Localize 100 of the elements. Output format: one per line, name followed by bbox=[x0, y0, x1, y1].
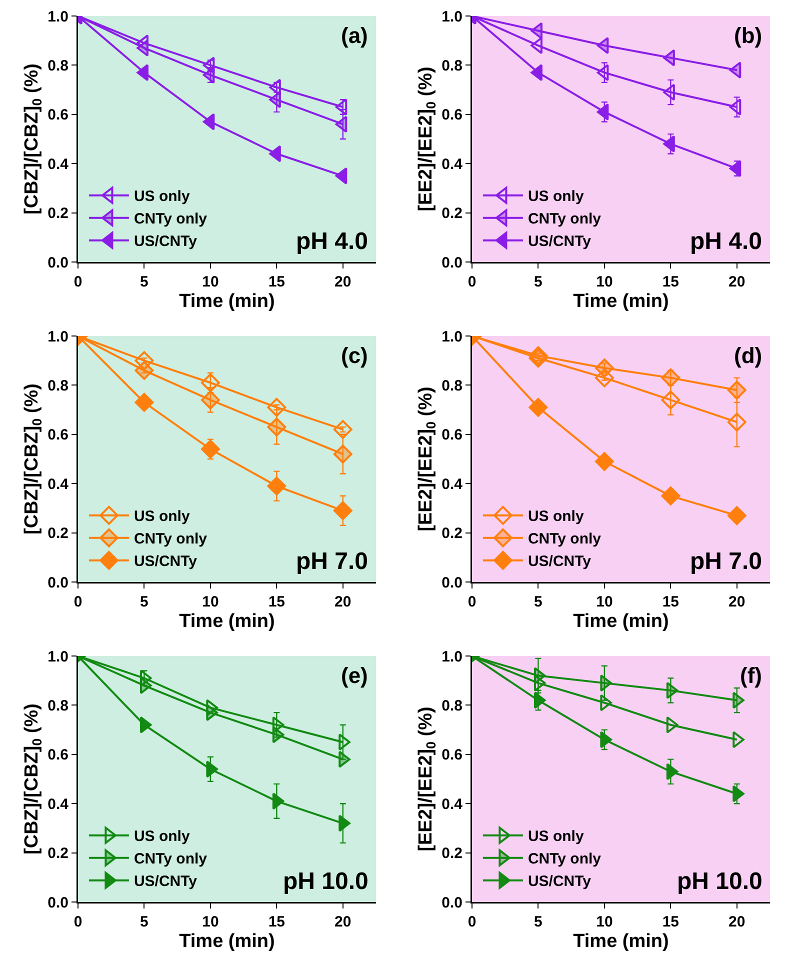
x-tick-label: 10 bbox=[596, 594, 613, 610]
legend-label: CNTy only bbox=[528, 210, 602, 228]
x-tick-label: 10 bbox=[202, 594, 219, 610]
x-tick-label: 5 bbox=[140, 274, 148, 290]
legend-label: US only bbox=[528, 828, 584, 846]
y-tick-label: 1.0 bbox=[48, 648, 68, 666]
x-tick-label: 10 bbox=[596, 914, 613, 930]
y-tick-label: 0.8 bbox=[48, 57, 68, 74]
x-tick-label: 0 bbox=[74, 594, 82, 610]
legend-label: US/CNTy bbox=[528, 233, 592, 250]
y-tick-label: 0.6 bbox=[48, 746, 68, 764]
x-tick-label: 0 bbox=[74, 914, 82, 930]
x-tick-label: 15 bbox=[268, 914, 286, 930]
x-tick-label: 15 bbox=[662, 274, 680, 290]
annotation: (d) bbox=[734, 343, 762, 368]
y-tick-label: 1.0 bbox=[48, 8, 68, 26]
y-tick-label: 0.8 bbox=[48, 697, 68, 714]
x-axis-title: Time (min) bbox=[179, 611, 275, 632]
y-tick-label: 0.4 bbox=[48, 156, 70, 173]
y-tick-label: 0.0 bbox=[442, 894, 462, 912]
x-axis-title: Time (min) bbox=[573, 931, 669, 952]
x-tick-label: 15 bbox=[268, 274, 286, 290]
x-axis-title: Time (min) bbox=[573, 611, 669, 632]
legend-label: US/CNTy bbox=[134, 553, 198, 570]
y-tick-label: 1.0 bbox=[48, 328, 68, 346]
x-tick-label: 20 bbox=[728, 594, 746, 610]
annotation: pH 4.0 bbox=[296, 228, 368, 255]
annotation: pH 10.0 bbox=[677, 868, 762, 895]
x-tick-label: 5 bbox=[534, 594, 542, 610]
x-tick-label: 20 bbox=[334, 594, 352, 610]
legend-label: US only bbox=[134, 508, 190, 526]
x-tick-label: 5 bbox=[140, 594, 148, 610]
y-tick-label: 0.8 bbox=[442, 57, 462, 74]
legend-label: US only bbox=[528, 188, 584, 206]
y-tick-label: 1.0 bbox=[442, 648, 462, 666]
annotation: (e) bbox=[341, 663, 368, 688]
y-tick-label: 0.6 bbox=[48, 106, 68, 124]
legend-label: CNTy only bbox=[134, 850, 208, 868]
x-axis-title: Time (min) bbox=[573, 291, 669, 312]
x-tick-label: 20 bbox=[334, 274, 352, 290]
legend-label: US/CNTy bbox=[528, 873, 592, 890]
x-tick-label: 0 bbox=[74, 274, 82, 290]
y-tick-label: 0.4 bbox=[442, 796, 464, 813]
y-tick-label: 0.2 bbox=[48, 205, 68, 222]
annotation: pH 10.0 bbox=[283, 868, 368, 895]
legend-label: US/CNTy bbox=[528, 553, 592, 570]
annotation: pH 4.0 bbox=[690, 228, 762, 255]
y-tick-label: 0.2 bbox=[442, 205, 462, 222]
y-tick-label: 0.4 bbox=[442, 476, 464, 493]
y-tick-label: 0.4 bbox=[48, 796, 70, 813]
annotation: (c) bbox=[341, 343, 368, 368]
y-tick-label: 0.0 bbox=[48, 254, 68, 272]
legend-label: US/CNTy bbox=[134, 233, 198, 250]
y-tick-label: 0.2 bbox=[442, 845, 462, 862]
legend-label: US only bbox=[528, 508, 584, 526]
x-tick-label: 10 bbox=[596, 274, 613, 290]
y-tick-label: 0.8 bbox=[442, 377, 462, 394]
x-axis-title: Time (min) bbox=[179, 931, 275, 952]
legend-label: US/CNTy bbox=[134, 873, 198, 890]
annotation: pH 7.0 bbox=[690, 548, 762, 575]
annotation: (f) bbox=[740, 663, 762, 688]
x-tick-label: 15 bbox=[662, 594, 680, 610]
y-tick-label: 1.0 bbox=[442, 328, 462, 346]
legend-label: CNTy only bbox=[528, 850, 602, 868]
annotation: (b) bbox=[734, 23, 762, 48]
y-tick-label: 0.0 bbox=[48, 894, 68, 912]
x-tick-label: 5 bbox=[534, 914, 542, 930]
y-tick-label: 0.0 bbox=[442, 574, 462, 592]
y-tick-label: 0.8 bbox=[442, 697, 462, 714]
x-axis-title: Time (min) bbox=[179, 291, 275, 312]
y-tick-label: 0.6 bbox=[48, 426, 68, 444]
y-tick-label: 0.2 bbox=[48, 845, 68, 862]
y-tick-label: 0.8 bbox=[48, 377, 68, 394]
x-tick-label: 10 bbox=[202, 274, 219, 290]
y-tick-label: 0.4 bbox=[48, 476, 70, 493]
x-tick-label: 0 bbox=[468, 594, 476, 610]
x-tick-label: 0 bbox=[468, 274, 476, 290]
y-tick-label: 1.0 bbox=[442, 8, 462, 26]
x-tick-label: 20 bbox=[728, 274, 746, 290]
y-tick-label: 0.6 bbox=[442, 106, 462, 124]
y-tick-label: 0.0 bbox=[442, 254, 462, 272]
y-tick-label: 0.2 bbox=[442, 525, 462, 542]
legend-label: CNTy only bbox=[134, 210, 208, 228]
x-tick-label: 15 bbox=[662, 914, 680, 930]
y-tick-label: 0.0 bbox=[48, 574, 68, 592]
x-tick-label: 5 bbox=[140, 914, 148, 930]
y-tick-label: 0.6 bbox=[442, 746, 462, 764]
x-tick-label: 10 bbox=[202, 914, 219, 930]
x-tick-label: 20 bbox=[334, 914, 352, 930]
legend-label: US only bbox=[134, 828, 190, 846]
x-tick-label: 5 bbox=[534, 274, 542, 290]
legend-label: CNTy only bbox=[134, 530, 208, 548]
x-tick-label: 20 bbox=[728, 914, 746, 930]
y-tick-label: 0.2 bbox=[48, 525, 68, 542]
y-tick-label: 0.6 bbox=[442, 426, 462, 444]
annotation: (a) bbox=[341, 23, 368, 48]
x-tick-label: 0 bbox=[468, 914, 476, 930]
legend-label: CNTy only bbox=[528, 530, 602, 548]
annotation: pH 7.0 bbox=[296, 548, 368, 575]
y-tick-label: 0.4 bbox=[442, 156, 464, 173]
